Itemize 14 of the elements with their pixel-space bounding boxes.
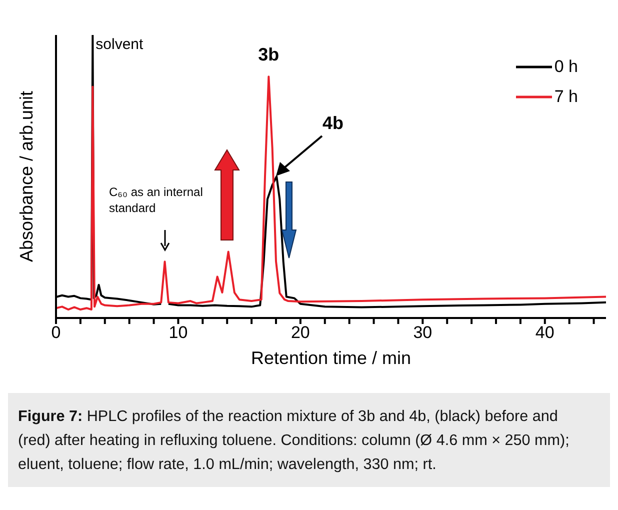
annotation: C₆₀ as an internal standard xyxy=(109,184,204,216)
x-tick-label: 10 xyxy=(168,323,188,342)
legend-label: 7 h xyxy=(554,87,578,107)
y-axis-title: Absorbance / arb.unit xyxy=(16,90,36,262)
annotation: solvent xyxy=(96,36,144,53)
legend-label: 0 h xyxy=(554,57,578,77)
x-tick-label: 40 xyxy=(535,323,554,342)
x-axis-title: Retention time / min xyxy=(250,348,412,368)
x-tick-label: 30 xyxy=(413,323,432,342)
annotation: 3b xyxy=(258,44,280,65)
x-tick-label: 0 xyxy=(51,323,61,342)
caption: Figure 7: HPLC profiles of the reaction mixture of 3b and 4b, (black) before and (red) after heating in refluxing toluene. Conditions: column (Ø 4.6 mm × 250 mm); eluent, toluene; flow rate, 1.0 mL/min; wavelength, 330 nm; rt. xyxy=(18,408,570,473)
x-tick-label: 20 xyxy=(290,323,310,342)
annotation: 4b xyxy=(322,113,344,133)
